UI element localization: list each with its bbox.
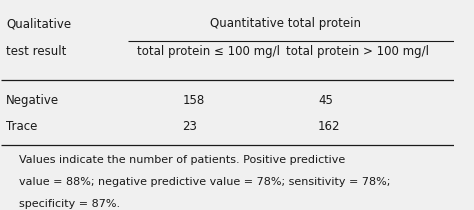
Text: Qualitative: Qualitative <box>6 17 71 30</box>
Text: total protein ≤ 100 mg/l: total protein ≤ 100 mg/l <box>137 45 280 58</box>
Text: Negative: Negative <box>6 94 59 107</box>
Text: 162: 162 <box>318 120 341 133</box>
Text: Trace: Trace <box>6 120 37 133</box>
Text: test result: test result <box>6 45 66 58</box>
Text: 45: 45 <box>318 94 333 107</box>
Text: total protein > 100 mg/l: total protein > 100 mg/l <box>286 45 429 58</box>
Text: value = 88%; negative predictive value = 78%; sensitivity = 78%;: value = 88%; negative predictive value =… <box>19 177 391 187</box>
Text: 23: 23 <box>182 120 197 133</box>
Text: Values indicate the number of patients. Positive predictive: Values indicate the number of patients. … <box>19 155 346 165</box>
Text: 158: 158 <box>182 94 205 107</box>
Text: Quantitative total protein: Quantitative total protein <box>210 17 361 30</box>
Text: specificity = 87%.: specificity = 87%. <box>19 199 120 209</box>
